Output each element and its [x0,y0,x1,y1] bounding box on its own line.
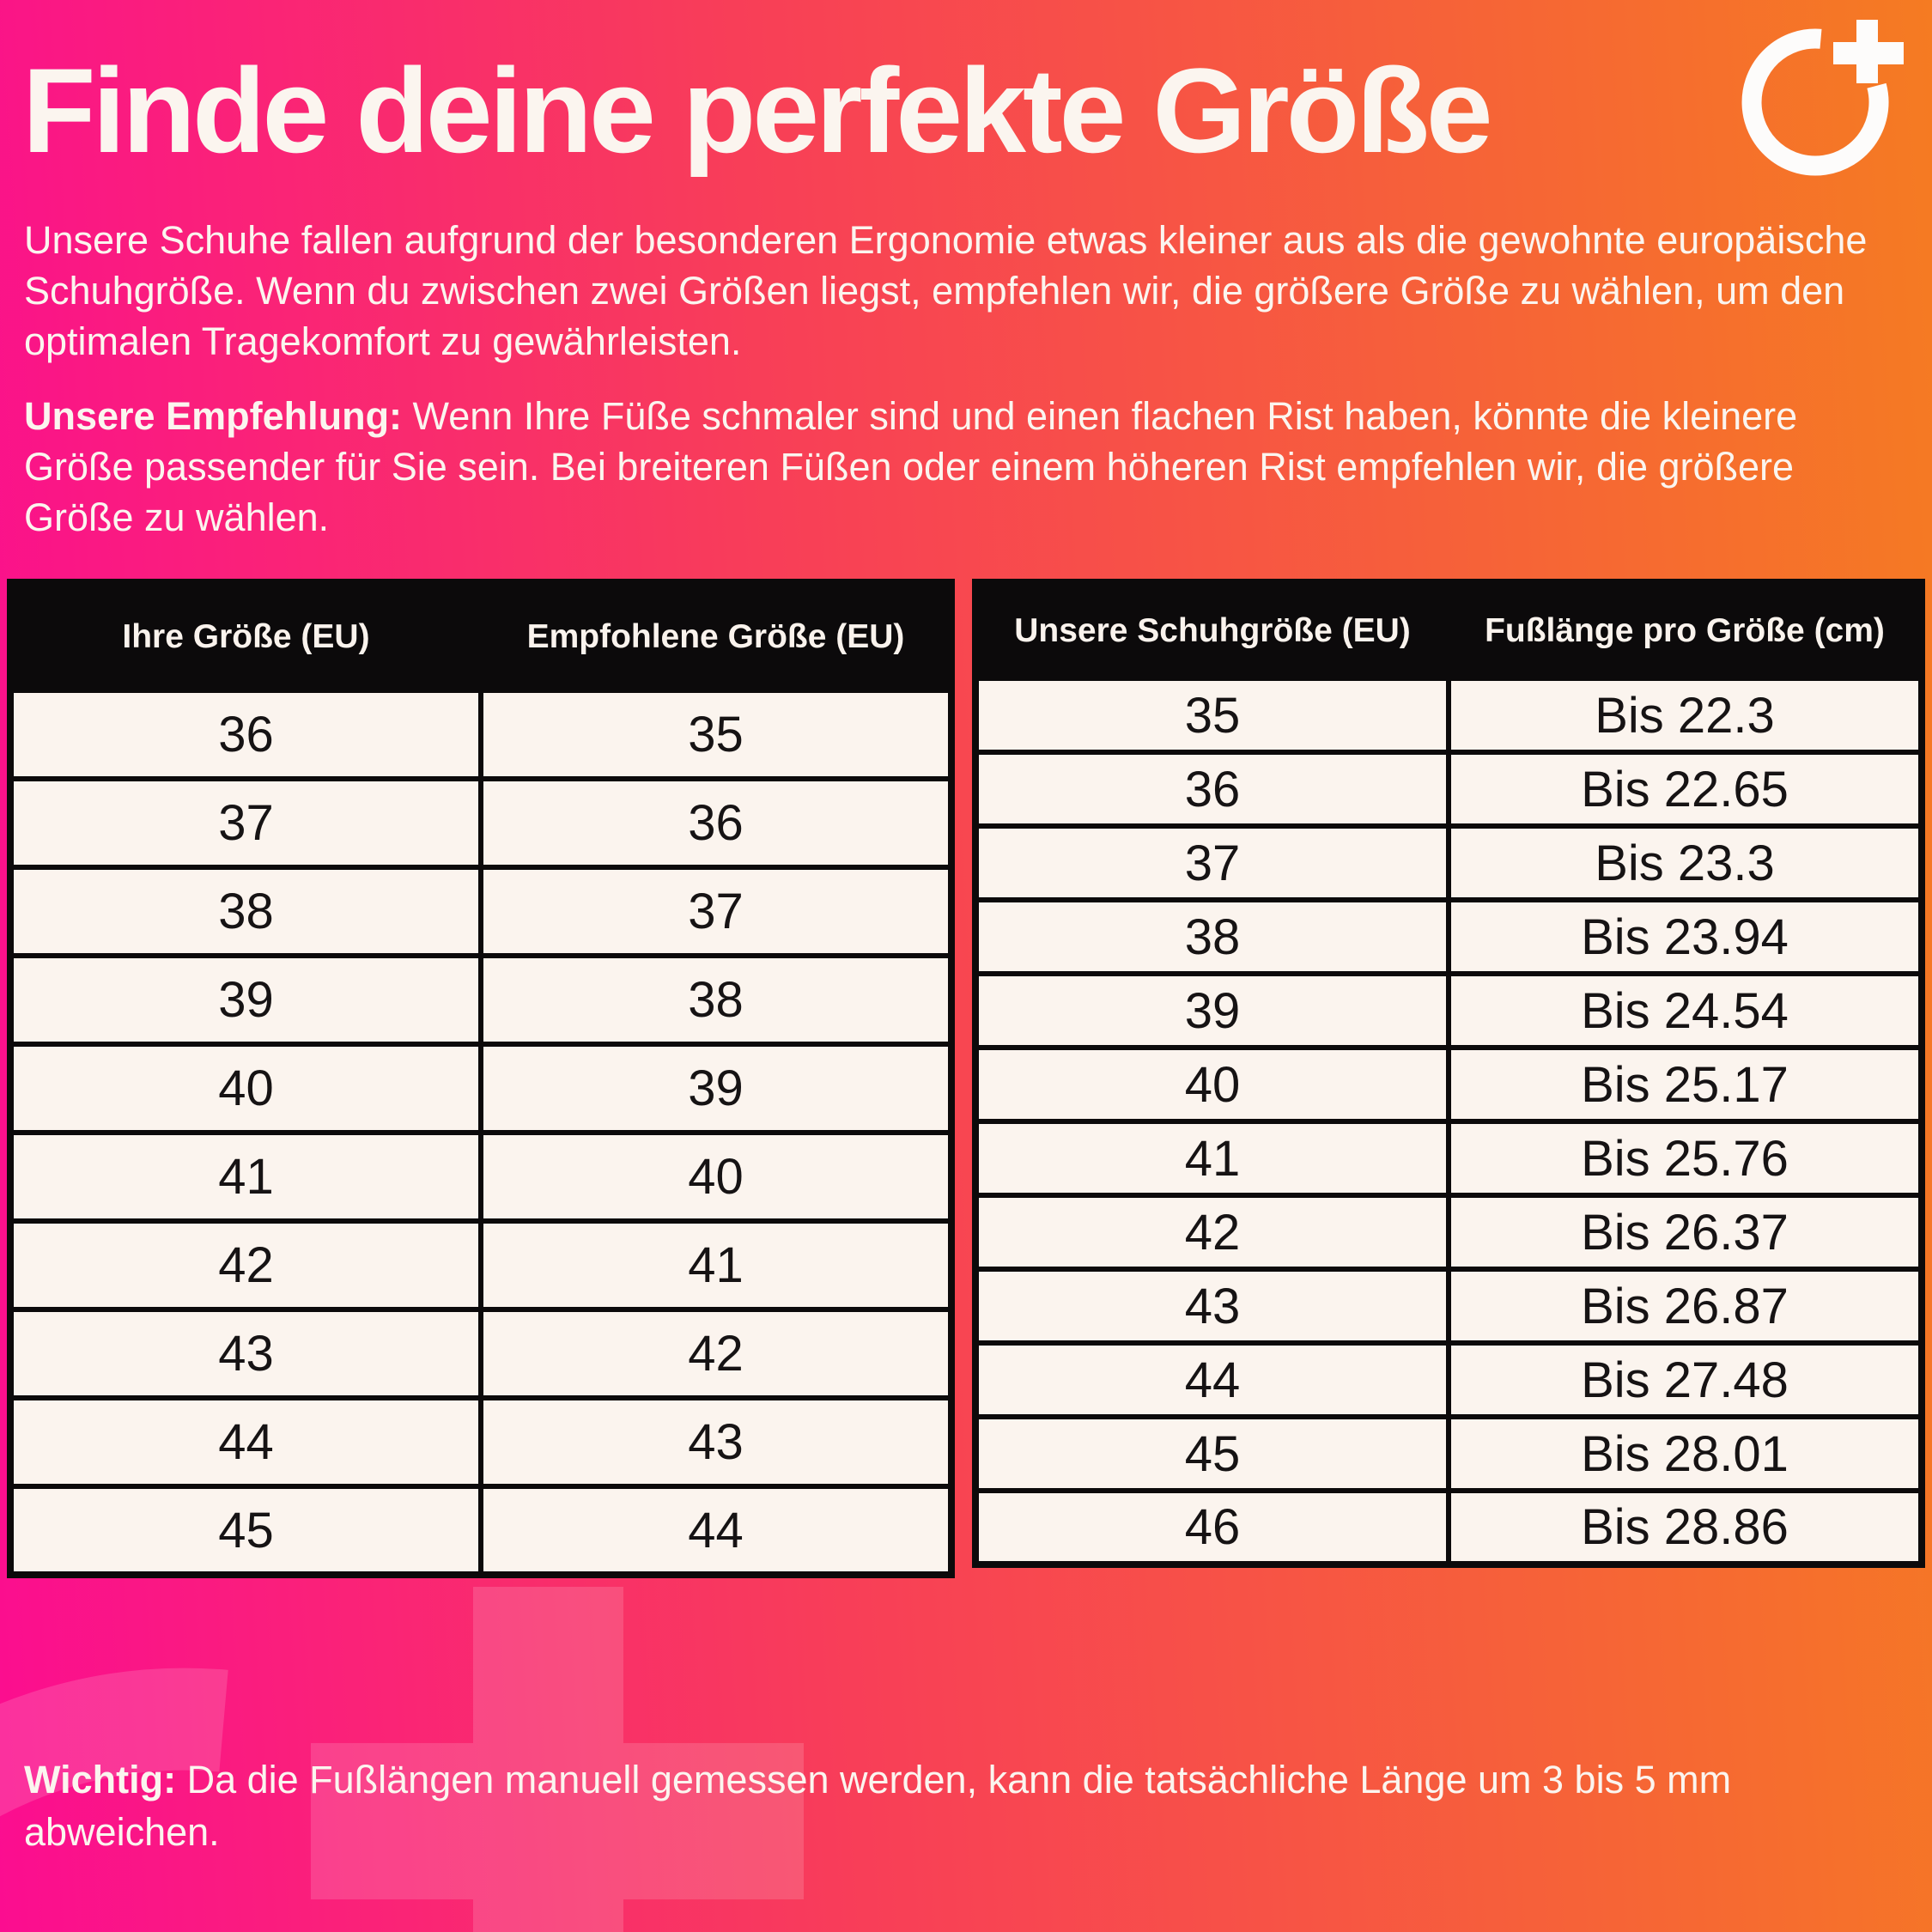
table-cell: 35 [973,676,1451,755]
table-cell: Bis 26.37 [1446,1193,1924,1272]
table-cell: 36 [478,776,954,870]
table-cell: Bis 24.54 [1446,971,1924,1050]
foot-length-table-container: Unsere Schuhgröße (EU) Fußlänge pro Größ… [972,579,1925,1568]
recommendation-paragraph: Unsere Empfehlung: Wenn Ihre Füße schmal… [24,391,1905,543]
table-cell: 45 [973,1414,1451,1493]
table-row: 36 Bis 22.65 [973,750,1924,829]
table-row: 42 Bis 26.37 [973,1193,1924,1272]
table-cell: 37 [478,865,954,958]
table-cell: 40 [8,1042,483,1135]
size-conversion-table: Ihre Größe (EU) Empfohlene Größe (EU) 36… [7,579,955,1578]
table-row: 41 Bis 25.76 [973,1119,1924,1198]
brand-logo-circle-plus-icon [1741,20,1904,176]
table-cell: Bis 28.01 [1446,1414,1924,1493]
column-header-recommended-size: Empfohlene Größe (EU) [478,580,954,693]
table-row: 42 41 [8,1218,954,1312]
table-cell: Bis 23.3 [1446,823,1924,902]
recommendation-text: Wenn Ihre Füße schmaler sind und einen f… [24,394,1798,539]
table-cell: 45 [8,1484,483,1577]
table-cell: Bis 27.48 [1446,1340,1924,1419]
table-cell: 40 [973,1045,1451,1124]
table-row: 45 Bis 28.01 [973,1414,1924,1493]
table-cell: 39 [973,971,1451,1050]
table-row: 44 43 [8,1395,954,1489]
table-cell: 43 [478,1395,954,1489]
column-header-foot-length: Fußlänge pro Größe (cm) [1446,580,1924,681]
intro-paragraph: Unsere Schuhe fallen aufgrund der besond… [24,215,1905,367]
table-row: 35 Bis 22.3 [973,676,1924,755]
table-cell: Bis 26.87 [1446,1267,1924,1346]
table-row: 38 Bis 23.94 [973,897,1924,976]
table-cell: 43 [8,1307,483,1400]
table-cell: 42 [8,1218,483,1312]
table-cell: 38 [973,897,1451,976]
table-row: 37 Bis 23.3 [973,823,1924,902]
note-label: Wichtig: [24,1758,177,1801]
table-cell: 38 [478,953,954,1047]
table-row: 45 44 [8,1484,954,1577]
table-cell: 36 [973,750,1451,829]
table-cell: Bis 25.76 [1446,1119,1924,1198]
table-cell: 40 [478,1130,954,1224]
recommendation-label: Unsere Empfehlung: [24,394,403,438]
table-row: 36 35 [8,688,954,781]
table-header-row: Ihre Größe (EU) Empfohlene Größe (EU) [8,580,954,693]
table-row: 37 36 [8,776,954,870]
table-cell: 39 [8,953,483,1047]
table-cell: 46 [973,1488,1451,1567]
table-row: 40 Bis 25.17 [973,1045,1924,1124]
table-row: 39 Bis 24.54 [973,971,1924,1050]
page-title: Finde deine perfekte Größe [22,43,1493,178]
table-cell: Bis 28.86 [1446,1488,1924,1567]
table-cell: 37 [8,776,483,870]
table-row: 40 39 [8,1042,954,1135]
size-conversion-table-container: Ihre Größe (EU) Empfohlene Größe (EU) 36… [7,579,955,1578]
table-cell: 41 [8,1130,483,1224]
table-cell: Bis 22.65 [1446,750,1924,829]
size-conversion-table-head: Ihre Größe (EU) Empfohlene Größe (EU) [8,580,954,693]
table-row: 43 Bis 26.87 [973,1267,1924,1346]
column-header-our-shoe-size: Unsere Schuhgröße (EU) [973,580,1451,681]
size-conversion-table-body: 36 35 37 36 38 37 39 38 40 39 41 40 42 41 43 42 44 43 45 44 [8,688,954,1577]
table-header-row: Unsere Schuhgröße (EU) Fußlänge pro Größ… [973,580,1924,681]
table-row: 44 Bis 27.48 [973,1340,1924,1419]
table-cell: 41 [973,1119,1451,1198]
table-cell: 37 [973,823,1451,902]
table-cell: Bis 23.94 [1446,897,1924,976]
table-cell: 42 [973,1193,1451,1272]
table-cell: 44 [973,1340,1451,1419]
table-cell: Bis 25.17 [1446,1045,1924,1124]
table-cell: 42 [478,1307,954,1400]
table-cell: 44 [478,1484,954,1577]
intro-text: Unsere Schuhe fallen aufgrund der besond… [24,218,1868,363]
column-header-your-size: Ihre Größe (EU) [8,580,483,693]
table-cell: 38 [8,865,483,958]
table-cell: 41 [478,1218,954,1312]
table-row: 43 42 [8,1307,954,1400]
table-cell: 43 [973,1267,1451,1346]
table-row: 46 Bis 28.86 [973,1488,1924,1567]
table-row: 39 38 [8,953,954,1047]
table-row: 41 40 [8,1130,954,1224]
table-cell: Bis 22.3 [1446,676,1924,755]
note-text: Da die Fußlängen manuell gemessen werden… [24,1758,1732,1854]
foot-length-table-head: Unsere Schuhgröße (EU) Fußlänge pro Größ… [973,580,1924,681]
table-cell: 39 [478,1042,954,1135]
table-cell: 44 [8,1395,483,1489]
table-cell: 36 [8,688,483,781]
table-cell: 35 [478,688,954,781]
foot-length-table-body: 35 Bis 22.3 36 Bis 22.65 37 Bis 23.3 38 Bis 23.… [973,676,1924,1567]
table-row: 38 37 [8,865,954,958]
foot-length-table: Unsere Schuhgröße (EU) Fußlänge pro Größ… [972,579,1925,1568]
note-paragraph: Wichtig: Da die Fußlängen manuell gemess… [24,1753,1887,1858]
